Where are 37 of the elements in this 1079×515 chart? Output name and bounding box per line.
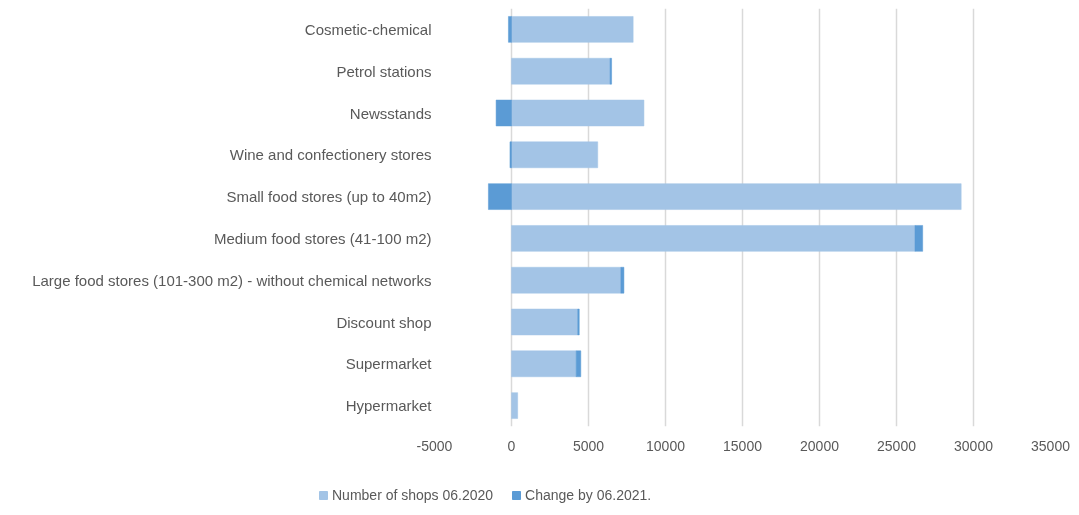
y-tick-label: Hypermarket bbox=[345, 397, 433, 415]
bar bbox=[511, 57, 611, 85]
x-tick-label: 0 bbox=[507, 437, 516, 454]
y-tick-label: Wine and confectionery stores bbox=[229, 146, 432, 164]
x-tick-label: 35000 bbox=[1031, 437, 1071, 454]
y-tick-label: Cosmetic-chemical bbox=[304, 20, 432, 38]
x-tick-label: 5000 bbox=[572, 437, 605, 454]
bar bbox=[511, 141, 598, 169]
x-tick-label: 10000 bbox=[646, 437, 686, 454]
legend-label: Change by 06.2021. bbox=[525, 487, 652, 503]
bar bbox=[511, 183, 962, 210]
bar bbox=[511, 225, 916, 252]
y-tick-label: Medium food stores (41-100 m2) bbox=[213, 229, 432, 247]
bar bbox=[511, 392, 518, 419]
y-tick-label: Petrol stations bbox=[336, 62, 432, 80]
bar bbox=[511, 308, 578, 336]
bar bbox=[511, 16, 634, 43]
y-tick-label: Supermarket bbox=[345, 355, 433, 373]
bar bbox=[511, 266, 622, 294]
bar bbox=[511, 99, 645, 127]
bar bbox=[914, 225, 923, 252]
x-tick-label: 15000 bbox=[723, 437, 763, 454]
bar bbox=[488, 183, 512, 210]
bar bbox=[511, 350, 577, 378]
x-tick-label: 20000 bbox=[800, 437, 840, 454]
x-tick-label: -5000 bbox=[416, 437, 453, 454]
bar bbox=[495, 99, 512, 127]
y-tick-label: Small food stores (up to 40m2) bbox=[226, 188, 432, 206]
x-tick-label: 30000 bbox=[954, 437, 994, 454]
bar bbox=[620, 266, 625, 294]
y-tick-label: Newsstands bbox=[349, 104, 432, 122]
bar bbox=[508, 16, 512, 43]
bar bbox=[575, 350, 582, 378]
y-tick-label: Large food stores (101-300 m2) - without chemical networks bbox=[32, 271, 432, 289]
y-tick-label: Discount shop bbox=[336, 313, 432, 331]
legend-label: Number of shops 06.2020 bbox=[332, 487, 494, 503]
x-tick-label: 25000 bbox=[877, 437, 917, 454]
